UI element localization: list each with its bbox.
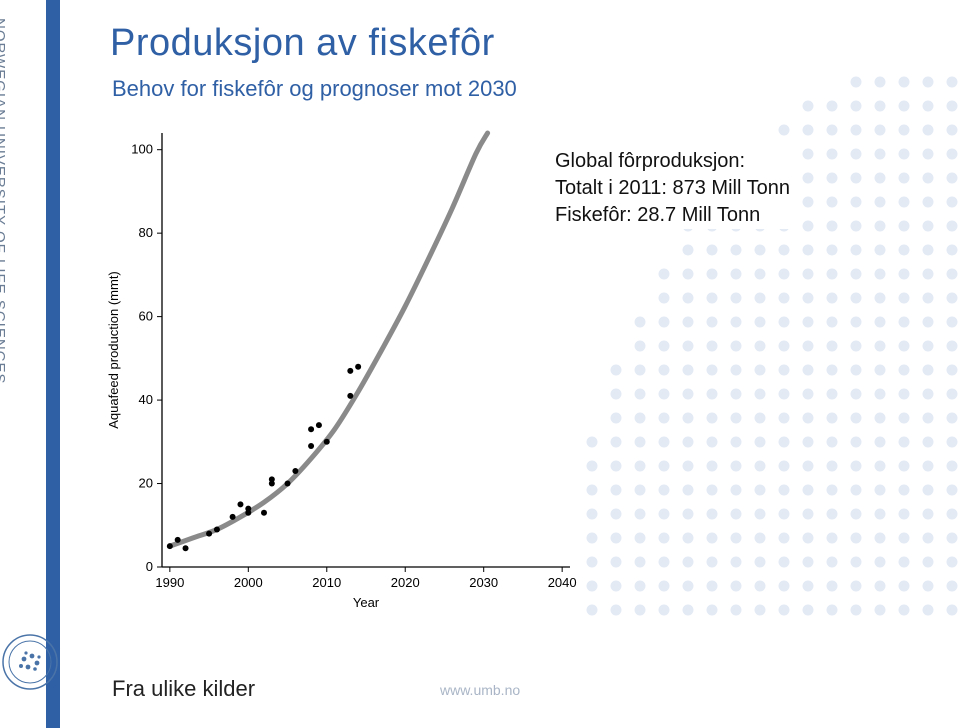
info-line-2: Totalt i 2011: 873 Mill Tonn [555,175,790,202]
svg-text:Year: Year [353,595,380,610]
svg-text:2000: 2000 [234,575,263,590]
brand-left-rail: NORWEGIAN UNIVERSITY OF LIFE SCIENCES [0,0,60,728]
brand-vertical-text: NORWEGIAN UNIVERSITY OF LIFE SCIENCES [0,18,8,385]
page-subtitle: Behov for fiskefôr og prognoser mot 2030 [112,76,517,102]
svg-text:1990: 1990 [155,575,184,590]
brand-seal-icon [2,634,58,690]
aquafeed-chart: 020406080100199020002010202020302040Aqua… [100,125,580,615]
svg-text:60: 60 [139,309,153,324]
svg-text:0: 0 [146,559,153,574]
footer-url: www.umb.no [440,682,520,698]
footer-source: Fra ulike kilder [112,676,255,702]
svg-text:2010: 2010 [312,575,341,590]
svg-text:2040: 2040 [548,575,577,590]
info-line-3: Fiskefôr: 28.7 Mill Tonn [555,202,790,229]
brand-stripe [46,0,60,728]
svg-text:2030: 2030 [469,575,498,590]
svg-text:80: 80 [139,225,153,240]
svg-text:100: 100 [131,142,153,157]
page-title: Produksjon av fiskefôr [110,22,495,65]
svg-text:Aquafeed production (mmt): Aquafeed production (mmt) [106,271,121,429]
svg-text:40: 40 [139,392,153,407]
svg-text:20: 20 [139,476,153,491]
svg-text:2020: 2020 [391,575,420,590]
info-line-1: Global fôrproduksjon: [555,148,790,175]
info-box: Global fôrproduksjon: Totalt i 2011: 873… [555,148,790,229]
slide-root: NORWEGIAN UNIVERSITY OF LIFE SCIENCES Pr… [0,0,960,728]
